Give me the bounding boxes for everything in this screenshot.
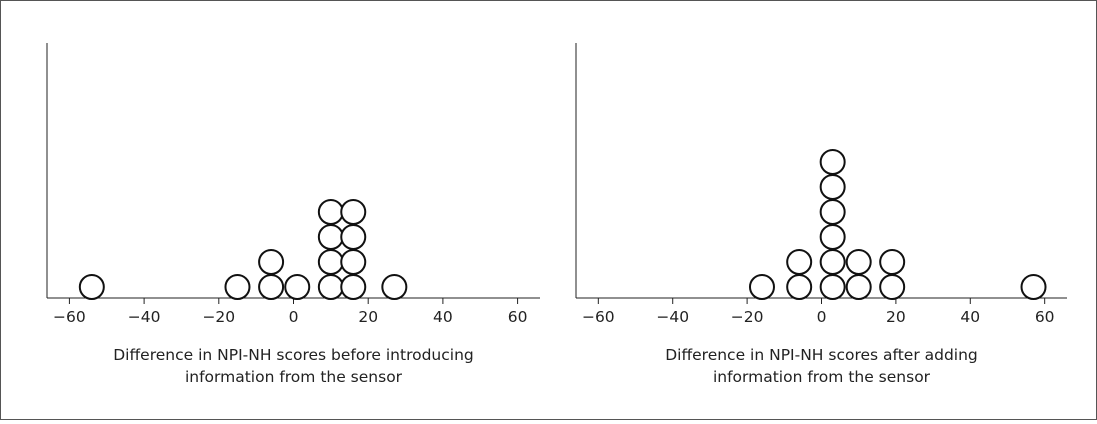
data-points	[748, 149, 1047, 300]
data-point	[819, 199, 846, 225]
panel-before: −60 −40 −20 0 20 40 60 Difference in NPI-NH sc…	[46, 43, 540, 386]
x-tick-label: −60	[582, 308, 615, 326]
x-ticks: −60 −40 −20 0 20 40 60	[53, 298, 527, 326]
data-point	[748, 274, 775, 300]
data-point	[224, 274, 251, 300]
data-point	[258, 274, 285, 300]
data-point	[845, 249, 872, 275]
data-point	[879, 249, 906, 275]
data-point	[879, 274, 906, 300]
data-points	[78, 199, 408, 300]
data-point	[340, 224, 367, 250]
x-tick-label: 20	[358, 308, 378, 326]
x-tick-label: 40	[960, 308, 980, 326]
data-point	[381, 274, 408, 300]
x-tick-label: 20	[886, 308, 906, 326]
x-axis-label-line-2: information from the sensor	[713, 368, 931, 386]
data-point	[1020, 274, 1047, 300]
data-point	[819, 224, 846, 250]
x-tick-label: −20	[202, 308, 235, 326]
x-axis-label-line-1: Difference in NPI-NH scores after adding	[665, 346, 978, 364]
data-point	[317, 224, 344, 250]
data-point	[317, 199, 344, 225]
data-point	[786, 249, 813, 275]
x-tick-label: 60	[1035, 308, 1055, 326]
data-point	[819, 149, 846, 175]
x-axis-label-line-2: information from the sensor	[185, 368, 403, 386]
x-tick-label: −20	[731, 308, 764, 326]
x-tick-label: −40	[128, 308, 161, 326]
data-point	[340, 199, 367, 225]
data-point	[340, 274, 367, 300]
data-point	[819, 249, 846, 275]
data-point	[340, 249, 367, 275]
x-tick-label: −40	[656, 308, 689, 326]
x-ticks: −60 −40 −20 0 20 40 60	[582, 298, 1055, 326]
x-tick-label: 0	[289, 308, 299, 326]
data-point	[786, 274, 813, 300]
x-axis-label-line-1: Difference in NPI-NH scores before intro…	[113, 346, 474, 364]
data-point	[819, 174, 846, 200]
data-point	[317, 249, 344, 275]
x-tick-label: 40	[433, 308, 453, 326]
data-point	[317, 274, 344, 300]
x-tick-label: 60	[508, 308, 528, 326]
data-point	[258, 249, 285, 275]
data-point	[845, 274, 872, 300]
x-tick-label: −60	[53, 308, 86, 326]
data-point	[284, 274, 311, 300]
data-point	[78, 274, 105, 300]
panel-after: −60 −40 −20 0 20 40 60 Difference in NPI-NH sc…	[575, 43, 1067, 386]
x-tick-label: 0	[817, 308, 827, 326]
data-point	[819, 274, 846, 300]
